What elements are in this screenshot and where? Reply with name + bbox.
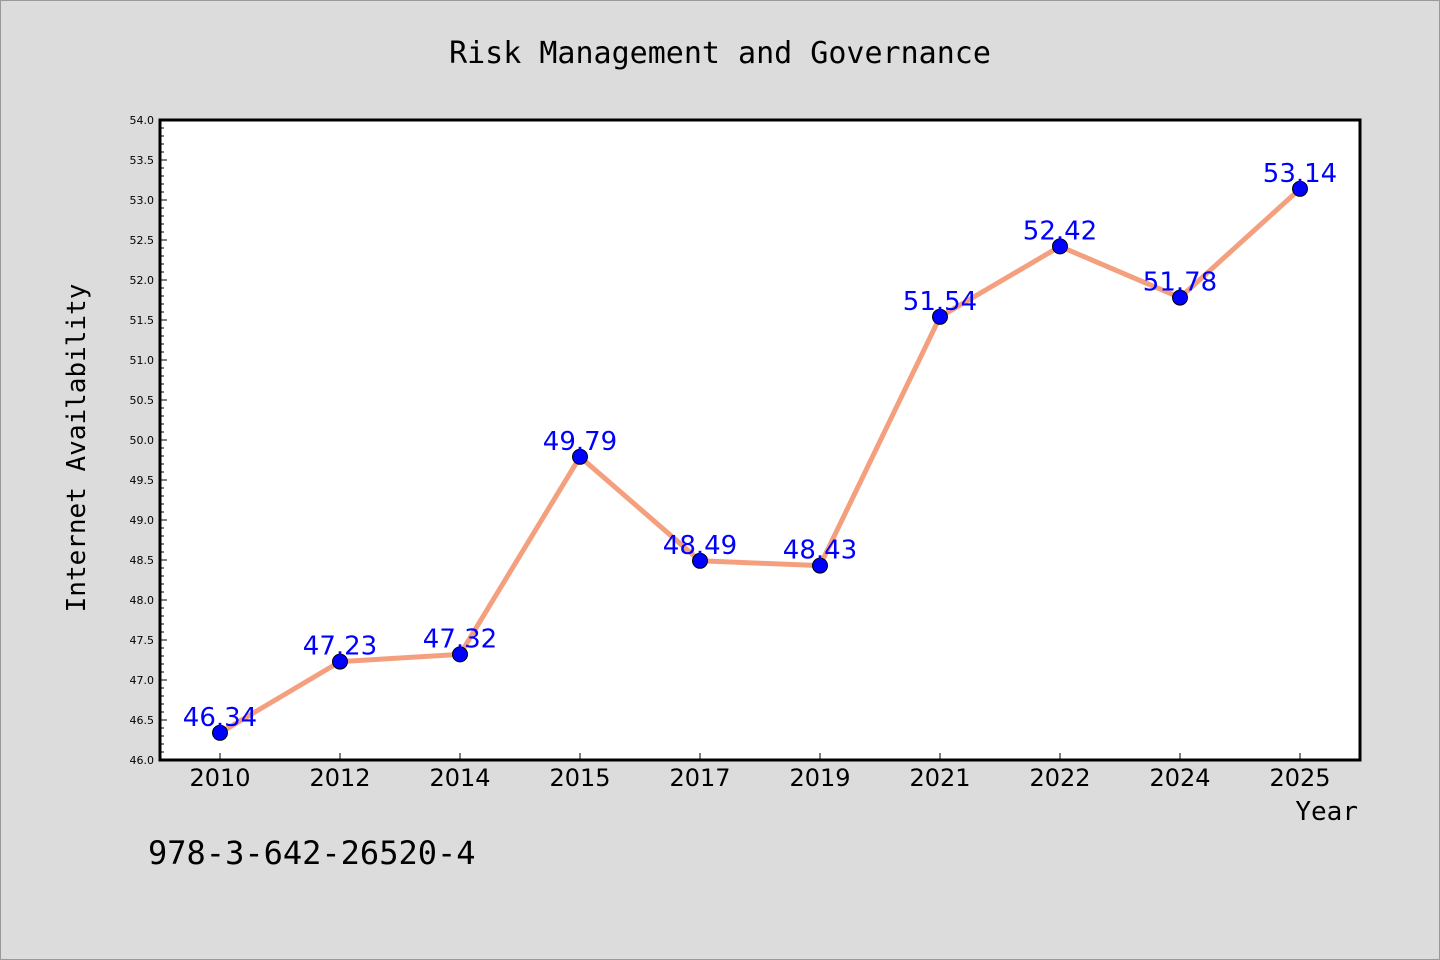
- data-point-marker: [692, 552, 708, 569]
- chart-title: Risk Management and Governance: [449, 36, 991, 71]
- data-labels-group: 46.34 47.23 47.32 49.79 48.49 48.43 51.54 52.42…: [183, 159, 1337, 733]
- data-label: 48.49: [663, 531, 737, 561]
- y-tick-label: 51.5: [130, 314, 155, 327]
- x-axis-label: Year: [1295, 797, 1358, 827]
- y-tick-label: 49.5: [130, 474, 155, 487]
- y-tick-label: 50.5: [130, 394, 155, 407]
- y-tick-label: 50.0: [130, 434, 155, 447]
- data-point-marker: [572, 448, 588, 465]
- data-label: 52.42: [1023, 216, 1097, 246]
- data-label: 51.54: [903, 287, 977, 317]
- data-point-marker: [1052, 238, 1068, 255]
- plot-area: [160, 120, 1360, 760]
- series-line-group: [212, 180, 1308, 741]
- isbn-footer: 978-3-642-26520-4: [148, 834, 476, 872]
- data-label: 46.34: [183, 703, 257, 733]
- data-label: 49.79: [543, 427, 617, 457]
- x-axis: 2010 2012 2014 2015 2017 2019 2021 2022 2024 2025: [189, 753, 1331, 792]
- y-tick-label: 52.0: [130, 274, 155, 287]
- data-point-marker: [1172, 289, 1188, 306]
- data-point-marker: [812, 557, 828, 574]
- y-tick-label: 46.0: [130, 754, 155, 767]
- y-tick-label: 46.5: [130, 714, 155, 727]
- data-point-marker: [332, 653, 348, 670]
- y-tick-label: 49.0: [130, 514, 155, 527]
- data-point-marker: [212, 724, 228, 741]
- data-label: 53.14: [1263, 159, 1337, 189]
- x-tick-label: 2019: [789, 764, 850, 792]
- x-tick-label: 2017: [669, 764, 730, 792]
- y-tick-label: 48.0: [130, 594, 155, 607]
- data-label: 48.43: [783, 536, 857, 566]
- x-tick-label: 2024: [1149, 764, 1210, 792]
- y-tick-label: 47.5: [130, 634, 155, 647]
- x-tick-label: 2022: [1029, 764, 1090, 792]
- y-axis: 46.0 46.5 47.0 47.5 48.0 48.5 49.0 49.5 50.0 50.5…: [130, 114, 167, 767]
- x-tick-label: 2021: [909, 764, 970, 792]
- y-tick-label: 52.5: [130, 234, 155, 247]
- y-tick-label: 48.5: [130, 554, 155, 567]
- y-tick-label: 53.5: [130, 154, 155, 167]
- data-point-marker: [1292, 180, 1308, 197]
- data-point-marker: [932, 308, 948, 325]
- y-tick-label: 47.0: [130, 674, 155, 687]
- data-label: 47.32: [423, 624, 497, 654]
- series-line: [217, 186, 1303, 736]
- x-tick-label: 2012: [309, 764, 370, 792]
- y-tick-label: 53.0: [130, 194, 155, 207]
- data-label: 47.23: [303, 632, 377, 662]
- x-tick-label: 2014: [429, 764, 490, 792]
- data-label: 51.78: [1143, 268, 1217, 298]
- x-tick-label: 2015: [549, 764, 610, 792]
- y-tick-label: 54.0: [130, 114, 155, 127]
- plot-frame: [158, 118, 1362, 762]
- x-tick-label: 2025: [1269, 764, 1330, 792]
- y-axis-label: Internet Availability: [62, 284, 92, 613]
- data-point-marker: [452, 646, 468, 663]
- y-tick-label: 51.0: [130, 354, 155, 367]
- x-tick-label: 2010: [189, 764, 250, 792]
